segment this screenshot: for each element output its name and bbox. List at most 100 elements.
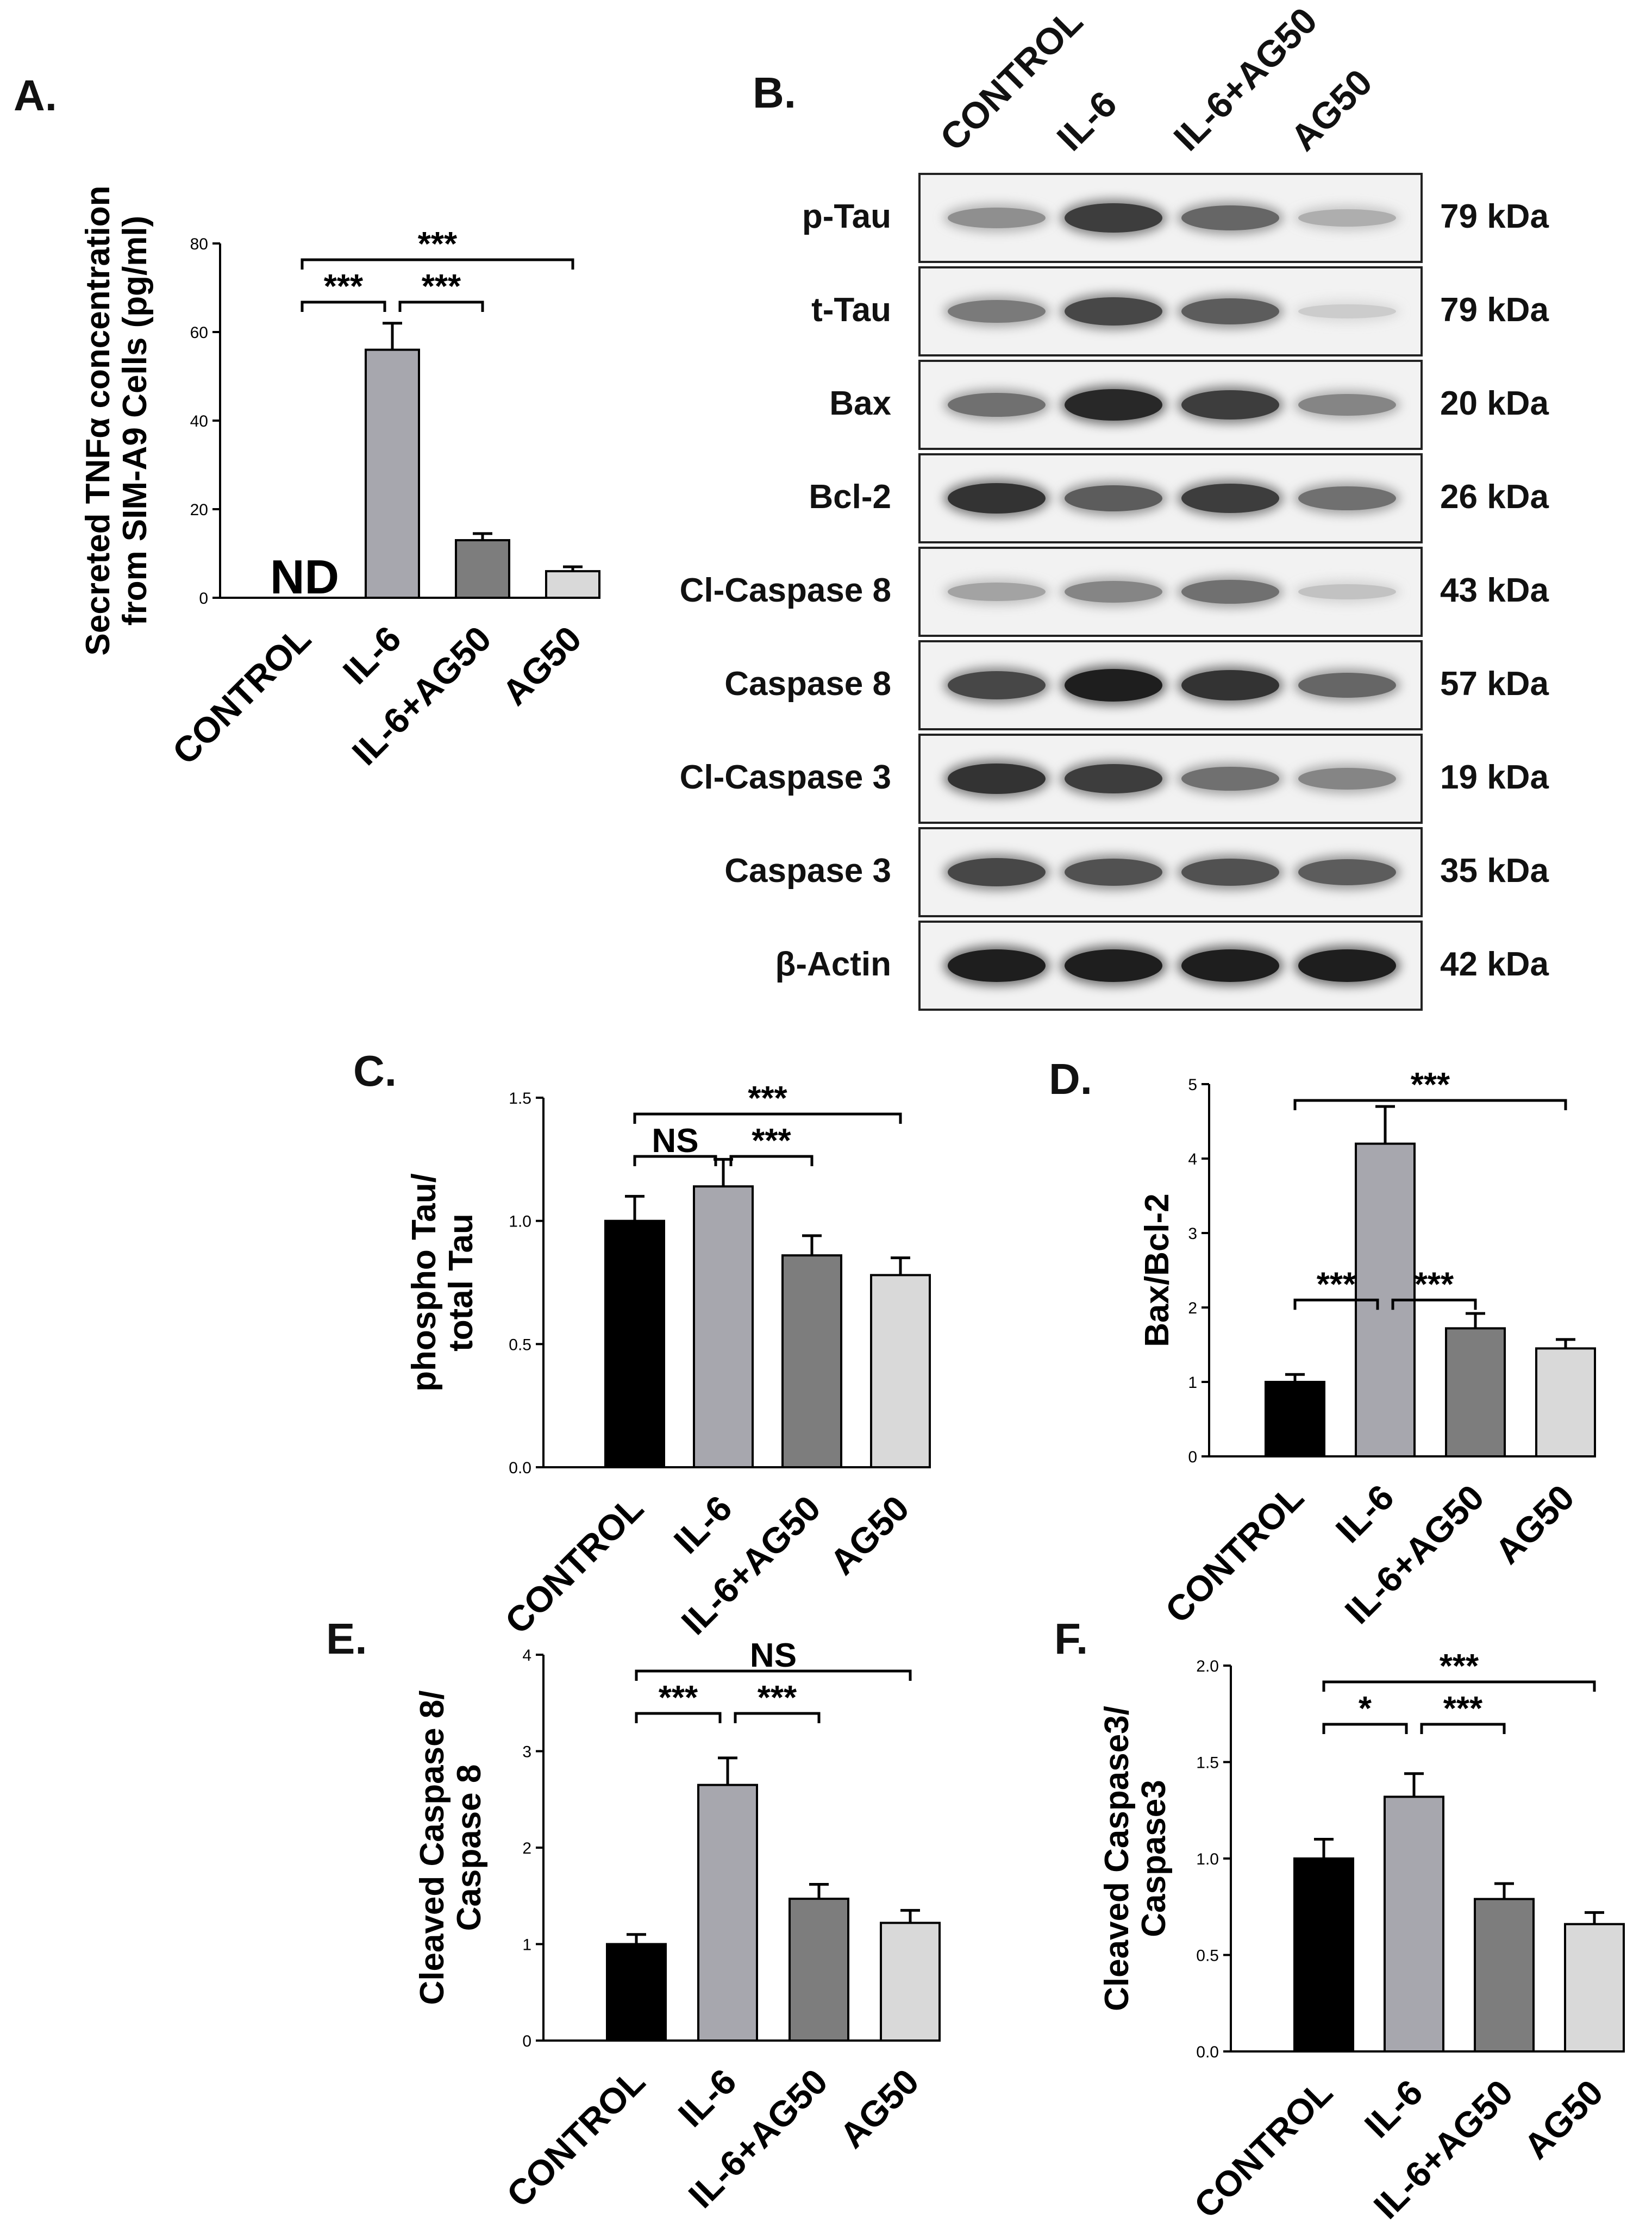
significance-label-e: ***	[659, 1679, 698, 1717]
panel-letter-e: E.	[326, 1615, 367, 1663]
blot-row-label: Cl-Caspase 3	[679, 759, 891, 796]
y-tick-label-d: 2	[1188, 1299, 1197, 1317]
blot-membrane	[918, 547, 1423, 637]
blot-membrane	[918, 360, 1423, 450]
blot-band	[1065, 581, 1162, 603]
blot-row-label: Bcl-2	[809, 478, 891, 516]
bar-e	[880, 1922, 941, 2042]
y-tick-label-e: 0	[522, 2032, 531, 2050]
blot-band	[1181, 298, 1279, 324]
x-tick-label-f: IL-6	[1357, 2072, 1430, 2145]
x-tick-label-c: CONTROL	[497, 1488, 651, 1642]
bar-c	[693, 1185, 754, 1468]
x-tick-label-e: CONTROL	[499, 2061, 653, 2215]
blot-band	[1298, 209, 1396, 227]
blot-band	[1181, 205, 1279, 230]
significance-label-f: *	[1359, 1690, 1372, 1728]
significance-bracket-a	[398, 301, 484, 312]
bar-f	[1293, 1857, 1354, 2053]
blot-band	[1065, 297, 1162, 326]
blot-band	[1298, 949, 1396, 982]
significance-bracket-a	[301, 258, 574, 270]
significance-bracket-f	[1322, 1680, 1596, 1692]
blot-band	[1181, 670, 1279, 700]
x-tick-label-e: AG50	[832, 2061, 927, 2156]
significance-label-c: ***	[748, 1080, 787, 1117]
x-tick-label-c: AG50	[822, 1488, 917, 1582]
blot-kda-label: 26 kDa	[1440, 478, 1549, 516]
panel-letter-f: F.	[1054, 1615, 1088, 1663]
bar-a	[545, 570, 600, 599]
blot-band	[1298, 673, 1396, 698]
blot-band	[1298, 768, 1396, 790]
bar-d	[1445, 1327, 1506, 1458]
panel-letter-d: D.	[1049, 1055, 1092, 1103]
y-tick-label-a: 60	[190, 324, 208, 342]
y-axis-label-a: from SIM-A9 Cells (pg/ml)	[116, 216, 154, 625]
blot-membrane	[918, 827, 1423, 917]
significance-bracket-d	[1293, 1099, 1567, 1110]
significance-label-f: ***	[1440, 1648, 1479, 1685]
significance-label-a: ***	[422, 268, 461, 305]
blot-kda-label: 57 kDa	[1440, 665, 1549, 703]
y-axis-label-f: Cleaved Caspase3/	[1098, 1706, 1136, 2011]
x-tick-label-a: IL-6	[335, 618, 409, 692]
x-tick-label-d: CONTROL	[1157, 1477, 1311, 1631]
blot-membrane	[918, 734, 1423, 824]
significance-bracket-e	[635, 1712, 722, 1723]
y-axis-label-c: total Tau	[442, 1213, 480, 1351]
y-tick-label-a: 40	[190, 412, 208, 430]
significance-bracket-c	[633, 1155, 717, 1166]
bar-a	[365, 348, 420, 599]
x-tick-label-d: IL-6	[1328, 1477, 1401, 1550]
y-tick-label-a: 0	[199, 590, 208, 608]
y-tick-label-d: 1	[1188, 1374, 1197, 1392]
blot-membrane	[918, 173, 1423, 263]
blot-kda-label: 35 kDa	[1440, 852, 1549, 890]
x-tick-label-e: IL-6	[671, 2061, 744, 2135]
blot-band	[1298, 394, 1396, 416]
y-tick-label-d: 4	[1188, 1150, 1197, 1168]
blot-row-label: t-Tau	[811, 291, 891, 329]
significance-bracket-a	[301, 301, 386, 312]
blot-band	[1181, 767, 1279, 791]
blot-band	[1181, 390, 1279, 420]
blot-band	[1181, 949, 1279, 982]
y-tick-label-f: 1.5	[1196, 1754, 1219, 1772]
bar-f	[1384, 1795, 1444, 2053]
x-tick-label-a: CONTROL	[165, 618, 318, 772]
y-axis-label-c: phospho Tau/	[405, 1173, 443, 1392]
y-tick-label-c: 1.0	[509, 1213, 531, 1231]
blot-band	[1298, 304, 1396, 318]
y-tick-label-e: 1	[522, 1936, 531, 1954]
significance-bracket-e	[635, 1669, 912, 1681]
y-tick-label-f: 2.0	[1196, 1657, 1219, 1675]
significance-label-a: ***	[418, 226, 458, 263]
significance-label-f: ***	[1443, 1690, 1483, 1728]
blot-row-label: Caspase 3	[724, 852, 891, 890]
blot-band	[948, 671, 1046, 699]
bar-c	[781, 1254, 842, 1468]
y-tick-label-d: 3	[1188, 1225, 1197, 1243]
blot-band	[1181, 580, 1279, 604]
y-axis-label-e: Caspase 8	[450, 1765, 488, 1931]
blot-kda-label: 79 kDa	[1440, 291, 1549, 329]
significance-label-d: ***	[1411, 1066, 1450, 1104]
blot-kda-label: 19 kDa	[1440, 759, 1549, 796]
annotation-nd: ND	[270, 550, 339, 604]
significance-bracket-e	[734, 1712, 821, 1723]
blot-band	[1065, 389, 1162, 421]
blot-row-label: Bax	[829, 385, 891, 422]
x-tick-label-c: IL-6	[666, 1488, 740, 1561]
blot-band	[948, 300, 1046, 323]
significance-bracket-c	[633, 1112, 902, 1124]
blot-row-label: Caspase 8	[724, 665, 891, 703]
y-tick-label-e: 2	[522, 1839, 531, 1857]
y-tick-label-f: 0.0	[1196, 2043, 1219, 2061]
y-tick-label-e: 3	[522, 1743, 531, 1761]
bar-d	[1535, 1347, 1596, 1458]
bar-e	[697, 1784, 758, 2042]
bar-c	[604, 1219, 665, 1469]
x-tick-label-f: AG50	[1516, 2072, 1611, 2167]
